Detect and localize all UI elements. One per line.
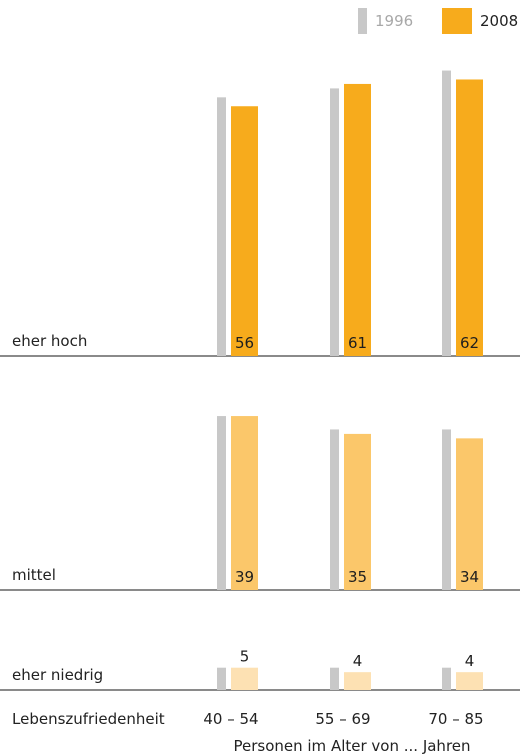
bar-2008-0-1 [344,83,371,356]
legend-swatch-2008 [442,8,472,34]
legend-1996: 1996 [358,8,413,34]
row-label-2: eher niedrig [12,666,103,684]
bar-2008-2-1 [344,672,371,690]
legend-label-1996: 1996 [375,12,414,30]
data-label-0-1: 61 [348,334,367,352]
data-label-1-2: 34 [460,568,479,586]
data-label-1-1: 35 [348,568,367,586]
bar-1996-0-0 [217,97,226,356]
category-label-2: 70 – 85 [428,710,483,728]
bar-1996-0-1 [330,88,339,357]
data-label-0-0: 56 [235,334,254,352]
bar-2008-2-2 [456,672,483,690]
data-label-2-1: 4 [353,652,363,670]
bar-2008-0-0 [231,106,258,357]
row-label-1: mittel [12,566,56,584]
bar-1996-2-1 [330,667,339,690]
bar-1996-1-1 [330,429,339,590]
bar-1996-2-2 [442,667,451,690]
x-axis-title: Personen im Alter von ... Jahren [233,737,470,755]
data-label-0-2: 62 [460,334,479,352]
bar-1996-1-0 [217,416,226,590]
bar-2008-0-2 [456,79,483,356]
bar-1996-0-2 [442,70,451,356]
bar-2008-1-2 [456,438,483,590]
bar-2008-1-0 [231,416,258,590]
category-label-0: 40 – 54 [203,710,258,728]
bar-2008-1-1 [344,433,371,590]
category-label-1: 55 – 69 [315,710,370,728]
bar-1996-1-2 [442,429,451,590]
row-label-0: eher hoch [12,332,87,350]
row-header: Lebenszufriedenheit [12,710,165,728]
legend-label-2008: 2008 [480,12,519,30]
data-label-1-0: 39 [235,568,254,586]
bar-2008-2-0 [231,667,258,690]
legend-swatch-1996 [358,8,367,34]
legend-2008: 2008 [442,8,518,34]
bar-1996-2-0 [217,667,226,690]
data-label-2-2: 4 [465,652,475,670]
data-label-2-0: 5 [240,648,250,666]
